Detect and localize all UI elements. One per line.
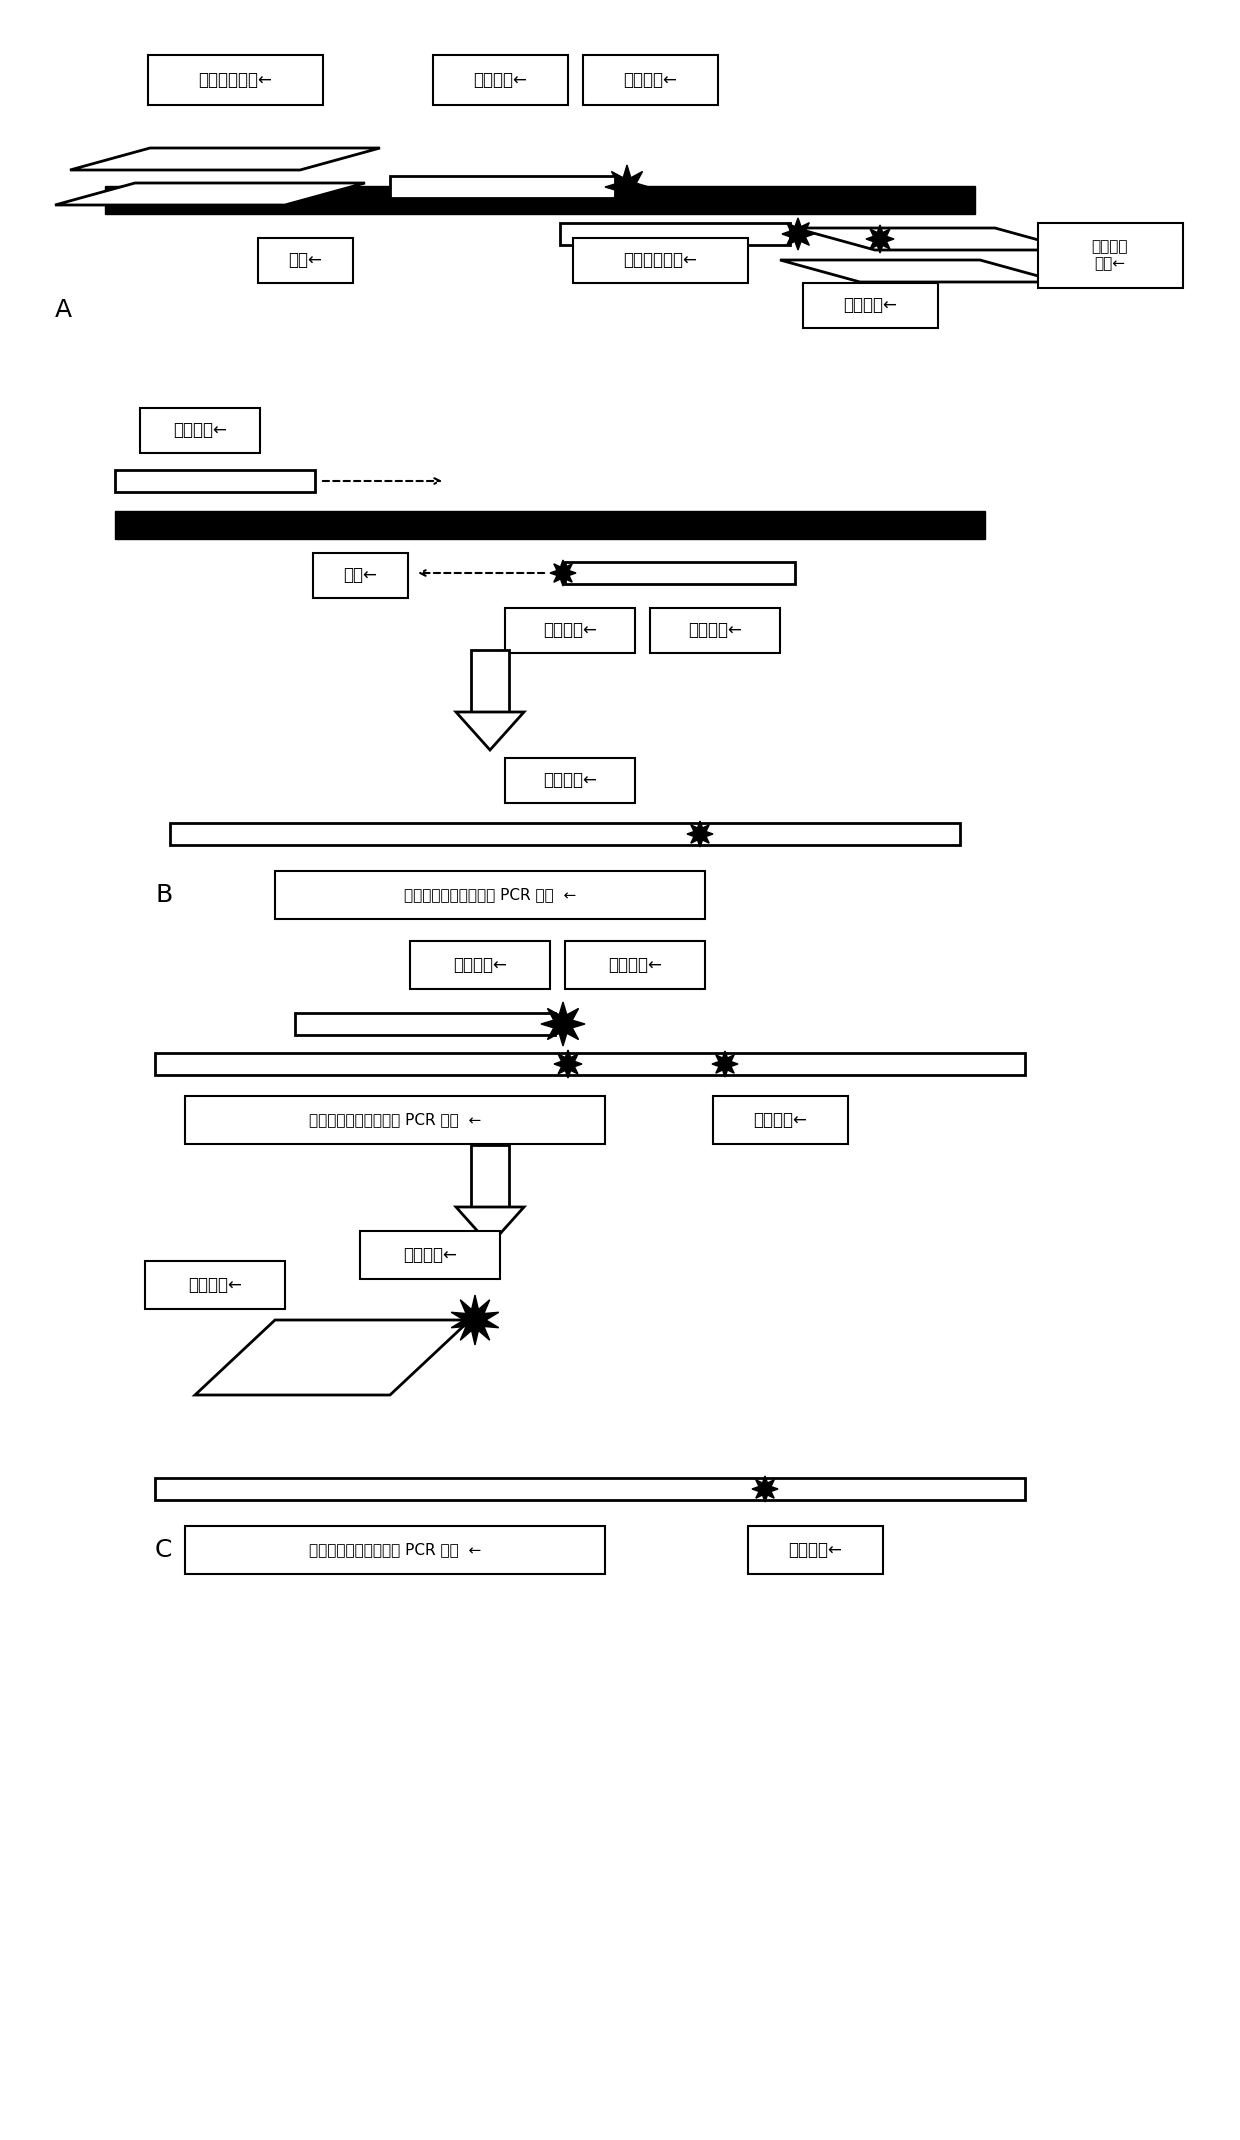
Text: 反向通用
引物←: 反向通用 引物← [1091,240,1128,272]
Bar [312,552,408,597]
Bar [185,1096,605,1145]
Bar [560,223,790,244]
Bar [748,1526,883,1575]
Polygon shape [456,1207,525,1245]
Polygon shape [541,1002,585,1046]
Bar [1038,223,1183,287]
Bar [565,563,795,584]
Text: 淡灭基团←: 淡灭基团← [843,295,897,315]
Bar [145,1260,285,1310]
Bar [360,1230,500,1280]
Text: 淡灭基团←: 淡灭基团← [753,1111,807,1130]
Text: 正向富集引物←: 正向富集引物← [198,71,272,90]
Bar [275,871,706,918]
Text: 荧光基团←: 荧光基团← [622,71,677,90]
Bar [573,238,748,282]
Polygon shape [69,148,379,169]
Bar [115,471,315,492]
Bar [583,56,718,105]
Polygon shape [456,713,525,749]
Text: 反向引物←: 反向引物← [688,621,742,640]
Bar [505,608,635,653]
Polygon shape [195,1320,470,1395]
Bar [410,942,551,989]
Bar [391,175,615,199]
Text: 荧光基团←: 荧光基团← [608,957,662,974]
Text: 荧光探针←: 荧光探针← [188,1275,242,1295]
Bar [185,1526,605,1575]
Text: 反向引物延伸形成单链 PCR 产物  ←: 反向引物延伸形成单链 PCR 产物 ← [309,1543,481,1558]
Bar [295,1012,556,1036]
Text: 淡灭基团←: 淡灭基团← [543,621,596,640]
Bar [258,238,352,282]
Polygon shape [866,225,894,253]
Bar [148,56,322,105]
Bar [115,511,985,539]
Bar [505,758,635,802]
Polygon shape [795,229,1075,250]
Text: 模板←: 模板← [343,565,377,584]
Polygon shape [55,184,365,205]
Text: 反向引物延伸形成单链 PCR 产物  ←: 反向引物延伸形成单链 PCR 产物 ← [404,888,577,903]
Bar [713,1096,847,1145]
Bar [155,1479,1025,1500]
Bar [650,608,780,653]
Text: 反向引物延伸形成单链 PCR 产物  ←: 反向引物延伸形成单链 PCR 产物 ← [309,1113,481,1128]
Text: 反向富集引物←: 反向富集引物← [622,250,697,270]
Text: C: C [155,1539,172,1562]
Polygon shape [554,1051,582,1079]
Bar [471,651,508,713]
Text: A: A [55,297,72,321]
Text: 淡灭基团←: 淡灭基团← [789,1541,842,1560]
Text: 淡灭基团←: 淡灭基团← [543,770,596,790]
Polygon shape [451,1295,498,1346]
Bar [140,407,260,452]
Polygon shape [782,218,813,250]
Text: 荧光探针←: 荧光探针← [453,957,507,974]
Bar [565,942,706,989]
Text: B: B [155,884,172,907]
Bar [433,56,568,105]
Text: 荧光探针←: 荧光探针← [474,71,527,90]
Text: 模板←: 模板← [288,250,322,270]
Polygon shape [605,165,649,210]
Polygon shape [780,259,1060,282]
Bar [802,282,937,327]
Bar [105,186,975,214]
Bar [170,824,960,845]
Polygon shape [712,1051,738,1076]
Text: 荧光基团←: 荧光基团← [403,1245,456,1265]
Polygon shape [751,1477,777,1502]
Polygon shape [687,822,713,847]
Bar [155,1053,1025,1074]
Text: 正向引物←: 正向引物← [174,422,227,439]
Polygon shape [551,561,577,586]
Bar [471,1145,508,1207]
